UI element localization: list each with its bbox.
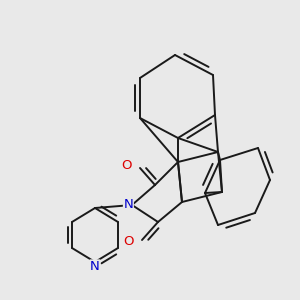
Text: O: O [123,235,134,248]
Text: O: O [121,159,132,172]
Text: N: N [124,199,133,212]
Text: N: N [90,260,100,273]
